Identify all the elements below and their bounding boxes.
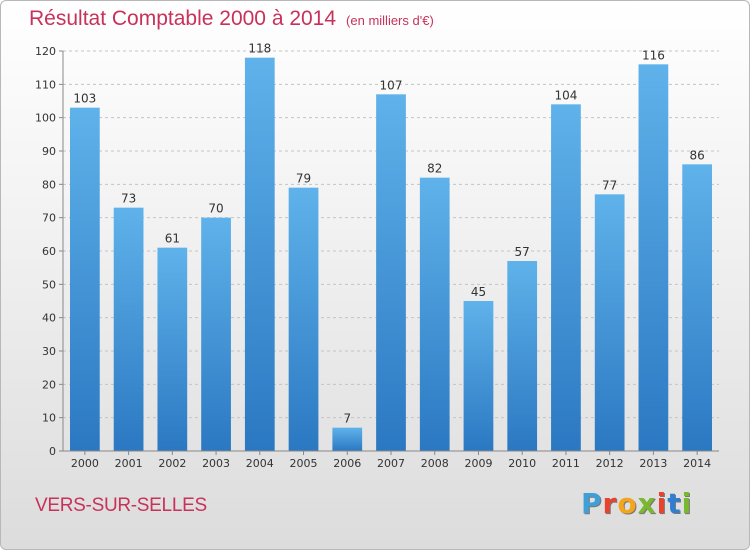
data-label: 77 [602,178,617,192]
bar [638,64,669,452]
bar [244,57,275,452]
x-tick-label: 2007 [377,457,405,470]
axes: 0 10 20 30 40 50 60 70 80 90 100 110 120 2000 2001 2002… [35,45,719,470]
x-tick-label: 2005 [290,457,318,470]
data-label: 79 [296,172,311,186]
bar [419,177,450,451]
y-tick-label: 40 [42,312,56,325]
logo-letter: i [656,487,668,520]
logo-letter: x [637,487,657,520]
data-label: 57 [515,245,530,259]
y-tick-label: 20 [42,378,56,391]
data-label: 86 [689,148,704,162]
bars: 103 73 61 70 118 79 7 107 82 45 57 104 77 116 86 [69,42,713,452]
data-label: 104 [554,88,577,102]
bar [463,301,494,451]
data-label: 107 [380,78,403,92]
data-label: 103 [73,92,96,106]
y-tick-label: 0 [49,445,56,458]
x-tick-label: 2010 [508,457,536,470]
bar [594,194,625,452]
chart-title: Résultat Comptable 2000 à 2014 (en millie… [29,7,434,31]
x-tick-label: 2003 [202,457,230,470]
bar [157,247,188,451]
data-label: 73 [121,192,136,206]
x-tick-label: 2001 [115,457,143,470]
y-tick-label: 80 [42,178,56,191]
logo-letter: t [667,487,682,520]
y-tick-label: 70 [42,212,56,225]
chart-title-text: Résultat Comptable 2000 à 2014 [29,7,337,30]
y-tick-label: 60 [42,245,56,258]
data-label: 82 [427,162,442,176]
x-tick-label: 2000 [71,457,99,470]
unit-note: (en milliers d'€) [346,13,434,28]
data-label: 45 [471,285,486,299]
data-label: 61 [165,232,180,246]
y-tick-label: 10 [42,412,56,425]
bar [682,164,713,452]
bar [69,107,100,452]
data-label: 70 [208,202,223,216]
bar [113,207,144,451]
x-tick-label: 2006 [333,457,361,470]
bar [332,427,363,451]
x-tick-label: 2008 [421,457,449,470]
x-tick-label: 2013 [639,457,667,470]
proxiti-logo: Proxiti [581,487,692,520]
y-tick-label: 120 [35,45,56,58]
logo-letter: i [681,487,693,520]
bar [288,187,319,451]
bar [507,261,538,451]
data-label: 116 [642,48,665,62]
y-tick-label: 30 [42,345,56,358]
data-label: 7 [343,412,351,426]
y-tick-label: 50 [42,278,56,291]
x-tick-label: 2009 [464,457,492,470]
y-tick-label: 110 [35,78,56,91]
bar [551,104,581,451]
bar [376,94,406,451]
data-label: 118 [248,42,271,56]
x-tick-label: 2014 [683,457,711,470]
x-tick-label: 2004 [246,457,274,470]
y-tick-label: 90 [42,145,56,158]
y-tick-label: 100 [35,112,56,125]
logo-letter: P [581,487,603,520]
location-name: VERS-SUR-SELLES [35,495,207,516]
logo-letter: o [617,487,638,520]
x-tick-label: 2011 [552,457,580,470]
x-tick-label: 2012 [596,457,624,470]
bar [201,217,231,451]
x-tick-label: 2002 [158,457,186,470]
logo-letter: r [602,487,618,520]
